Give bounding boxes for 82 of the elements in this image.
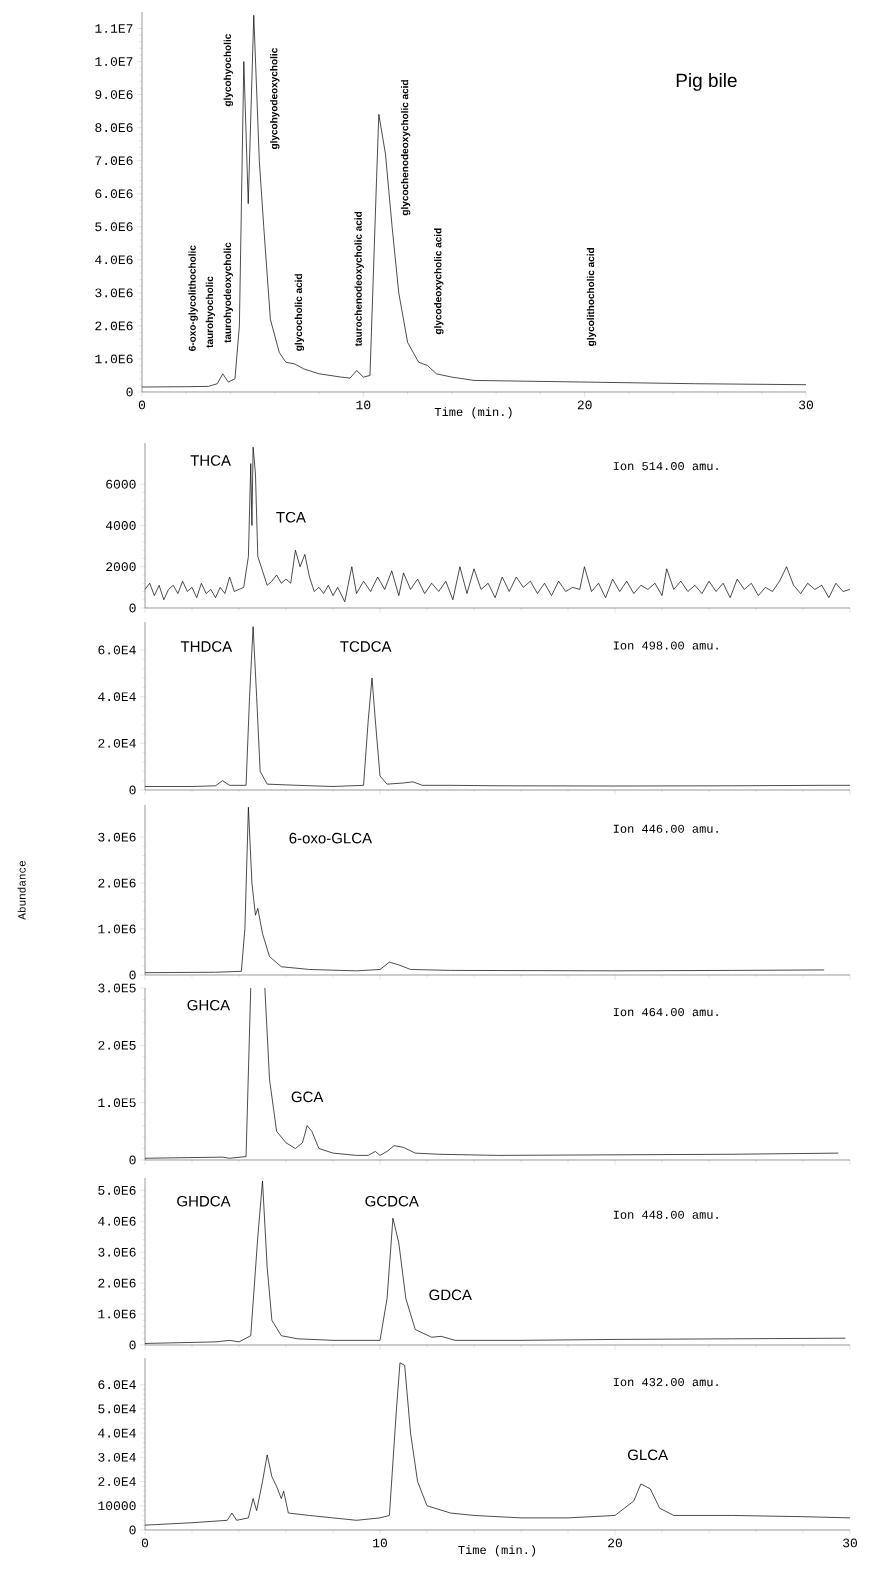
annotation: THDCA — [180, 641, 233, 652]
y-tick-label: 4.0E6 — [95, 255, 133, 265]
x-tick-label: 30 — [843, 1538, 857, 1548]
annotation: glycohyocholic — [223, 34, 234, 107]
annotation: taurochenodeoxycholic acid — [354, 211, 364, 347]
y-tick-label: 5.0E6 — [95, 222, 133, 232]
annotation: Ion 446.00 amu. — [613, 824, 718, 833]
y-tick-label: 6.0E4 — [98, 645, 136, 655]
y-tick-label: 3.0E6 — [98, 832, 136, 842]
annotation: THCA — [190, 455, 231, 466]
annotation: glycochenodeoxycholic acid — [400, 80, 411, 216]
annotation: 6-oxo-glycolithocholic — [188, 245, 198, 351]
x-tick-label: 0 — [141, 1538, 149, 1548]
annotation: glycodeoxycholic acid — [434, 228, 444, 335]
x-tick-label: 20 — [577, 400, 592, 410]
y-tick-label: 2.0E6 — [95, 321, 133, 331]
y-tick-label: 1.0E6 — [98, 924, 136, 934]
x-axis-title: Time (min.) — [434, 407, 512, 419]
y-tick-label: 1.1E7 — [95, 24, 133, 33]
y-tick-label: 4.0E4 — [98, 1428, 136, 1438]
line-series — [144, 626, 851, 787]
y-tick-label: 10000 — [98, 1501, 136, 1511]
annotation: taurohyodeoxycholic — [223, 242, 233, 343]
y-tick-label: 3.0E6 — [95, 288, 133, 298]
y-tick-label: 0 — [129, 603, 136, 613]
y-tick-label: 2.0E4 — [98, 1477, 136, 1486]
y-tick-label: 9.0E6 — [95, 90, 133, 99]
annotation: GDCA — [429, 1289, 472, 1301]
x-tick-label: 0 — [138, 400, 146, 410]
y-tick-label: 7.0E6 — [95, 156, 133, 166]
y-tick-label: 0 — [129, 785, 136, 795]
x-axis-title: Time (min.) — [458, 1545, 536, 1557]
annotation: Ion 498.00 amu. — [613, 641, 718, 650]
y-tick-label: 1.0E6 — [95, 354, 133, 364]
annotation: GHCA — [187, 999, 231, 1011]
annotation: GLCA — [628, 1449, 669, 1461]
y-tick-label: 8.0E6 — [95, 123, 133, 133]
annotation: Ion 448.00 amu. — [613, 1210, 718, 1219]
x-tick-label: 20 — [608, 1538, 622, 1548]
y-tick-label: 4.0E4 — [98, 692, 136, 702]
y-tick-label: 2.0E6 — [98, 1278, 136, 1288]
y-tick-label: 3.0E5 — [98, 983, 136, 993]
y-tick-label: 4.0E6 — [98, 1216, 136, 1226]
annotation: GHDCA — [177, 1195, 231, 1207]
annotation: glycohyodeoxycholic — [270, 48, 280, 150]
y-tick-label: 1.0E5 — [98, 1098, 136, 1108]
text: Pig bile — [676, 73, 737, 91]
y-tick-label: 2000 — [106, 562, 136, 572]
x-tick-label: 10 — [356, 400, 371, 410]
y-axis-title: Abundance — [17, 861, 26, 920]
annotation: TCDCA — [340, 641, 392, 652]
y-tick-label: 3.0E6 — [98, 1247, 136, 1257]
annotation: Ion 514.00 amu. — [613, 462, 718, 471]
y-tick-label: 0 — [129, 1340, 136, 1350]
annotation: glycocholic acid — [294, 274, 305, 351]
y-tick-label: 2.0E4 — [98, 738, 136, 748]
annotation: Ion 432.00 amu. — [613, 1378, 718, 1387]
y-tick-label: 6.0E6 — [95, 189, 133, 199]
y-tick-label: 0 — [129, 1525, 136, 1535]
x-tick-label: 30 — [799, 400, 813, 410]
annotation: GCDCA — [365, 1195, 419, 1207]
annotation: taurohyocholic — [205, 276, 216, 348]
y-tick-label: 0 — [129, 1155, 136, 1165]
annotation: GCA — [291, 1091, 324, 1103]
x-tick-label: 10 — [373, 1538, 387, 1548]
y-tick-label: 5.0E4 — [98, 1404, 136, 1414]
y-tick-label: 6000 — [106, 479, 136, 489]
y-tick-label: 1.0E6 — [98, 1309, 136, 1319]
y-tick-label: 3.0E4 — [98, 1452, 136, 1462]
y-tick-label: 2.0E5 — [98, 1040, 136, 1050]
annotation: glycolithocholic acid — [586, 248, 597, 346]
annotation: Ion 464.00 amu. — [613, 1008, 718, 1017]
y-tick-label: 0 — [126, 387, 133, 397]
annotation: 6-oxo-GLCA — [289, 832, 373, 844]
y-tick-label: 1.0E7 — [95, 57, 133, 66]
y-tick-label: 0 — [129, 970, 136, 980]
line-series — [144, 1362, 851, 1526]
annotation: TCA — [276, 511, 306, 523]
y-tick-label: 5.0E6 — [98, 1185, 136, 1195]
y-tick-label: 2.0E6 — [98, 878, 136, 888]
y-tick-label: 4000 — [105, 521, 136, 530]
y-tick-label: 6.0E4 — [98, 1380, 136, 1390]
